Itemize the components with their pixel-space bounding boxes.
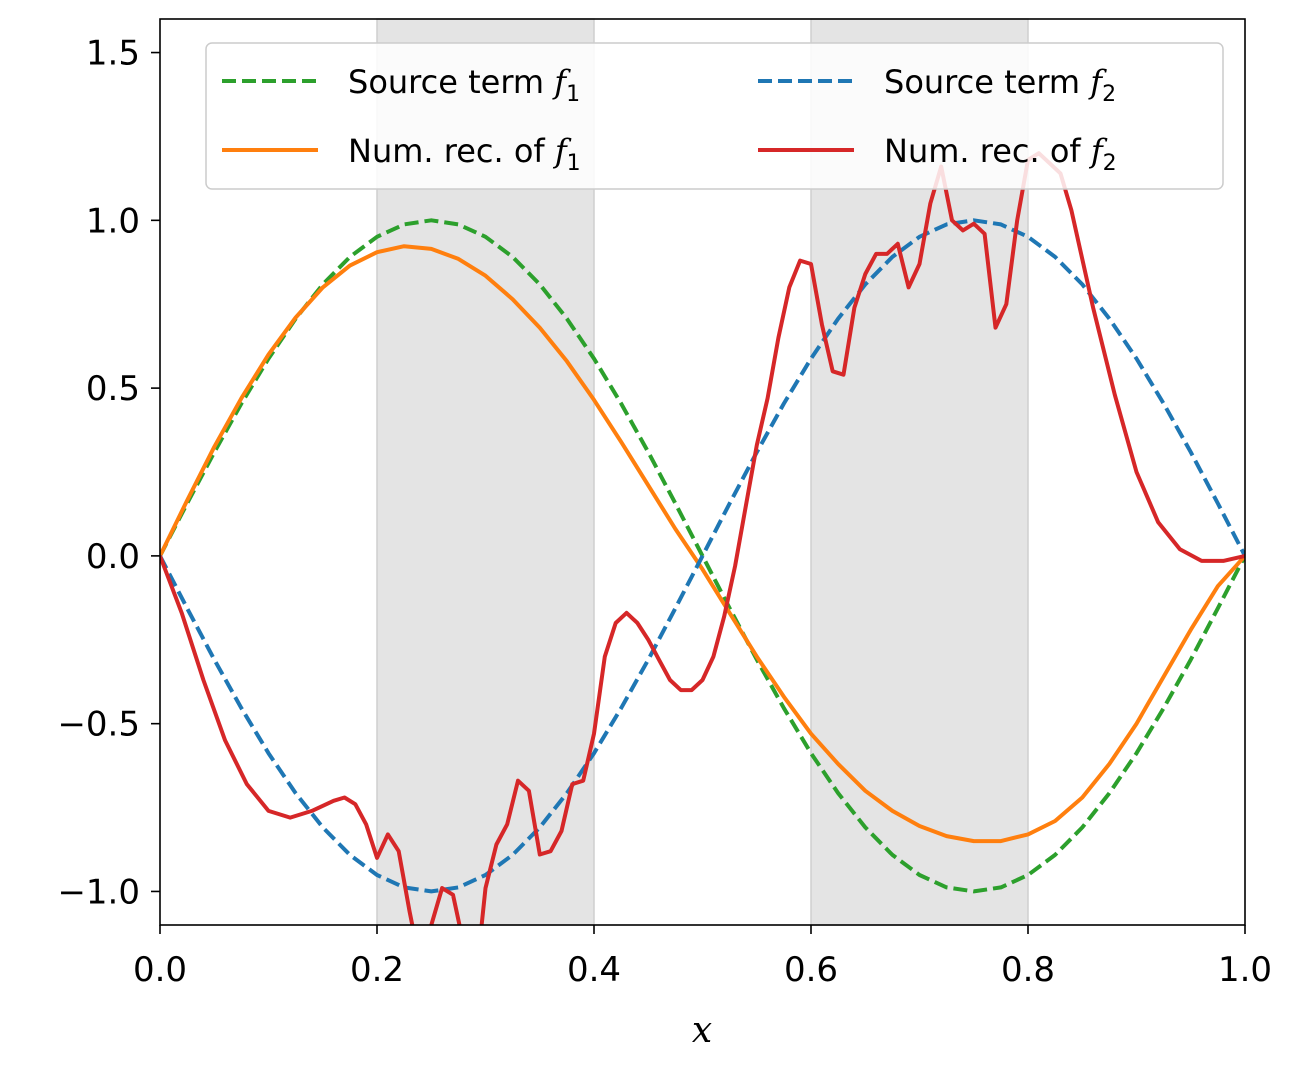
series-line-num-rec-of-f2 (160, 151, 1245, 925)
x-tick-label: 0.6 (784, 950, 838, 990)
y-tick-label: 1.5 (86, 34, 140, 74)
legend-label: Num. rec. of f1 (348, 132, 581, 176)
legend-label: Source term f1 (348, 63, 580, 107)
y-tick-label: 0.0 (86, 537, 140, 577)
x-axis: 0.0 0.2 0.4 0.6 0.8 1.0 (133, 925, 1272, 990)
x-tick-label: 1.0 (1218, 950, 1272, 990)
plot-frame (159, 18, 1246, 926)
legend: Source term f1 Source term f2 Num. rec. of… (205, 42, 1224, 190)
x-tick-label: 0.0 (133, 950, 187, 990)
y-tick-label: −1.0 (57, 872, 140, 912)
x-tick-label: 0.2 (350, 950, 404, 990)
series-line-source-term-f2 (160, 218, 1245, 894)
series-line-num-rec-of-f1 (160, 244, 1245, 844)
legend-box (205, 42, 1224, 190)
legend-label: Num. rec. of f2 (884, 132, 1117, 176)
series-lines (160, 151, 1245, 925)
y-tick-label: 1.0 (86, 201, 140, 241)
y-axis: −1.0 −0.5 0.0 0.5 1.0 1.5 (57, 34, 160, 912)
legend-label: Source term f2 (884, 63, 1116, 107)
y-tick-label: 0.5 (86, 369, 140, 409)
x-axis-label: x (692, 1010, 712, 1051)
y-tick-label: −0.5 (57, 705, 140, 745)
x-tick-label: 0.4 (567, 950, 621, 990)
x-tick-label: 0.8 (1001, 950, 1055, 990)
